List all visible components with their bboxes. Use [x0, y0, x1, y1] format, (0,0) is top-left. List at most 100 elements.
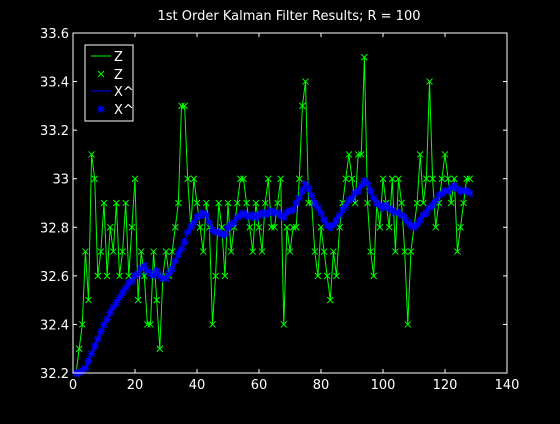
data-point-z — [450, 175, 458, 183]
data-point-z — [212, 272, 219, 280]
data-point-xhat — [115, 293, 124, 302]
data-point-z — [333, 272, 340, 280]
data-point-z — [224, 199, 232, 207]
data-point-xhat — [363, 179, 372, 188]
data-point-xhat — [332, 216, 341, 224]
data-point-xhat — [369, 194, 378, 203]
data-point-xhat — [304, 184, 313, 193]
y-tick-label: 32.6 — [40, 270, 69, 285]
data-point-xhat — [366, 186, 375, 195]
data-point-z — [345, 151, 353, 158]
data-point-xhat — [205, 218, 214, 227]
data-point-z — [116, 272, 123, 280]
data-point-z — [178, 102, 185, 110]
data-point-z — [255, 223, 263, 231]
data-point-z — [286, 248, 294, 255]
y-tick-label: 33.6 — [40, 27, 69, 42]
data-point-z — [175, 199, 182, 207]
data-point-xhat — [431, 196, 440, 205]
data-point-z — [91, 175, 99, 183]
data-point-z — [106, 223, 114, 231]
data-point-xhat — [109, 303, 118, 312]
y-tick-label: 32.8 — [40, 221, 69, 236]
data-point-z — [134, 296, 142, 304]
data-point-z — [367, 248, 374, 255]
data-point-xhat — [96, 327, 105, 336]
data-point-z — [258, 248, 266, 255]
data-point-z — [243, 199, 250, 207]
data-point-z — [75, 345, 83, 353]
data-point-xhat — [180, 237, 189, 246]
data-point-xhat — [220, 230, 229, 239]
data-point-xhat — [202, 211, 211, 220]
data-point-z — [131, 175, 139, 183]
legend-z-marker-label: Z — [114, 68, 123, 83]
x-tick-label: 40 — [189, 378, 206, 393]
data-point-z — [153, 296, 161, 304]
data-point-z — [202, 199, 210, 207]
x-tick-label: 60 — [251, 378, 268, 393]
data-point-xhat — [320, 216, 329, 224]
data-point-z — [122, 199, 130, 207]
data-point-z — [429, 175, 436, 183]
data-point-z — [305, 199, 312, 207]
data-point-z — [218, 223, 226, 231]
data-point-xhat — [168, 264, 177, 273]
data-point-z — [137, 248, 145, 255]
legend-xhat-marker-swatch — [97, 105, 105, 113]
data-point-z — [441, 151, 449, 158]
data-point-xhat — [295, 194, 304, 203]
data-point-z — [196, 223, 204, 231]
x-tick-label: 100 — [371, 378, 396, 393]
data-point-xhat — [84, 356, 93, 365]
data-point-z — [457, 223, 464, 231]
data-point-z — [249, 248, 257, 255]
data-point-z — [398, 199, 405, 207]
data-point-z — [314, 272, 322, 280]
data-point-z — [320, 248, 328, 255]
data-point-z — [444, 175, 452, 183]
data-point-z — [78, 321, 86, 328]
data-point-z — [326, 296, 334, 304]
data-point-z — [100, 199, 108, 207]
data-point-z — [82, 248, 89, 255]
data-point-z — [171, 223, 179, 231]
data-point-z — [144, 321, 151, 328]
data-point-z — [233, 199, 241, 207]
data-point-xhat — [90, 342, 99, 351]
data-point-z — [94, 272, 102, 280]
data-point-z — [237, 175, 244, 183]
data-point-z — [323, 272, 331, 280]
data-point-xhat — [307, 191, 316, 200]
data-point-z — [246, 223, 254, 231]
data-point-xhat — [428, 201, 437, 210]
data-point-z — [274, 199, 281, 207]
data-point-z — [466, 175, 474, 183]
data-point-z — [354, 151, 362, 158]
data-point-z — [292, 223, 300, 231]
data-point-z — [156, 345, 164, 353]
data-point-z — [295, 175, 303, 183]
data-point-z — [438, 175, 446, 183]
data-point-z — [463, 175, 471, 183]
data-point-z — [432, 223, 440, 231]
data-point-z — [426, 78, 433, 85]
data-point-z — [364, 199, 371, 207]
data-point-z — [168, 248, 176, 255]
data-point-z — [280, 321, 288, 328]
y-tick-label: 33 — [52, 173, 69, 188]
data-point-z — [419, 199, 427, 207]
y-tick-label: 33.2 — [40, 124, 69, 139]
data-point-xhat — [93, 335, 102, 343]
data-point-z — [119, 248, 126, 255]
legend-z-marker-swatch — [97, 70, 105, 78]
data-point-z — [416, 151, 424, 158]
x-tick-label: 80 — [313, 378, 330, 393]
data-point-xhat — [81, 364, 90, 373]
data-point-z — [311, 248, 319, 255]
data-point-z — [193, 199, 201, 207]
data-point-xhat — [317, 208, 325, 217]
data-point-z — [385, 223, 393, 231]
data-point-z — [460, 199, 467, 207]
